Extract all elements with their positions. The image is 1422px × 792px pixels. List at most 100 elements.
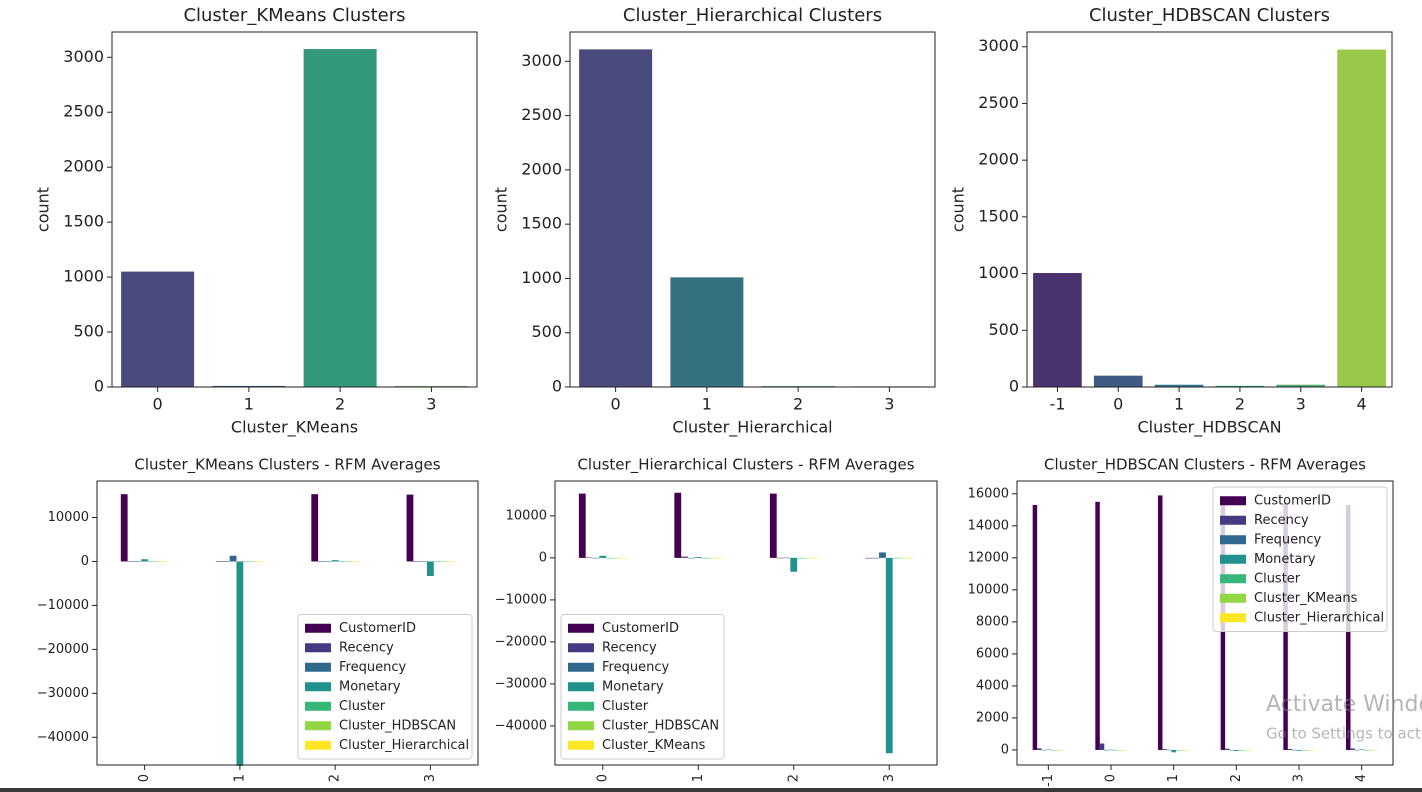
bar [1093, 375, 1143, 387]
y-tick-label: 2000 [978, 150, 1019, 169]
bar [619, 557, 627, 559]
legend-swatch [305, 682, 331, 692]
bar [1037, 748, 1042, 750]
x-tick-label: -1 [1041, 774, 1056, 787]
bar [406, 494, 414, 562]
bar [872, 557, 880, 559]
legend-box [560, 614, 725, 760]
y-tick-label: 14000 [968, 518, 1009, 533]
bar [592, 557, 600, 559]
y-tick-label: 0 [1009, 377, 1019, 396]
y-tick-label: 4000 [976, 678, 1009, 693]
y-tick-label: −10000 [495, 592, 547, 607]
y-tick-label: 0 [81, 554, 89, 569]
y-tick-label: 6000 [976, 646, 1009, 661]
bar [1368, 749, 1373, 751]
bar [212, 385, 286, 387]
legend-label: Cluster_KMeans [602, 738, 706, 753]
bar [1276, 384, 1326, 387]
x-tick-label: -1 [1049, 395, 1065, 414]
y-tick-label: 1500 [978, 206, 1019, 225]
bar [1247, 749, 1252, 751]
bar [715, 557, 723, 559]
bar [1372, 749, 1378, 751]
bar [1032, 505, 1038, 750]
y-tick-label: 500 [73, 322, 104, 341]
y-tick-label: −30000 [495, 676, 547, 691]
bar [352, 561, 359, 562]
bar [426, 561, 434, 576]
bar [670, 277, 744, 387]
bar [1166, 749, 1172, 751]
x-tick-label: 1 [244, 395, 254, 414]
legend-swatch [1220, 515, 1246, 525]
bar [1046, 749, 1051, 750]
plot-frame [111, 31, 478, 388]
legend-swatch [305, 701, 331, 711]
x-tick-label: 3 [1296, 395, 1306, 414]
x-tick-label: 3 [1292, 774, 1307, 782]
y-tick-label: 1000 [978, 263, 1019, 282]
bar [1350, 748, 1355, 750]
bar [1171, 749, 1176, 753]
bar [810, 557, 818, 559]
y-tick-label: 16000 [968, 486, 1009, 501]
bar [243, 561, 251, 562]
legend-label: Cluster_HDBSCAN [339, 718, 456, 733]
bar [1337, 49, 1386, 388]
bar [1305, 749, 1311, 751]
bar [1238, 749, 1244, 751]
legend-label: Monetary [339, 679, 401, 694]
bar [688, 557, 695, 559]
bar [222, 561, 230, 562]
y-tick-label: 2000 [521, 159, 562, 178]
y-tick-label: 2500 [521, 105, 562, 124]
legend-label: Recency [602, 640, 657, 655]
bar [440, 561, 448, 562]
bar [1113, 749, 1118, 751]
legend-swatch [568, 623, 594, 633]
y-axis-label: count [949, 187, 968, 232]
bar [120, 494, 128, 562]
y-tick-label: 10000 [48, 510, 89, 525]
bar [899, 557, 907, 559]
x-tick-label: 0 [153, 395, 163, 414]
legend-label: CustomerID [1254, 493, 1331, 508]
legend-swatch [1220, 535, 1246, 545]
chart-title: Cluster_HDBSCAN Clusters - RFM Averages [1044, 456, 1366, 475]
bar [216, 561, 223, 562]
legend-swatch [568, 682, 594, 692]
bar [1050, 749, 1056, 751]
x-tick-label: 0 [611, 395, 621, 414]
y-tick-label: 2000 [976, 710, 1009, 725]
chart-title: Cluster_Hierarchical Clusters - RFM Aver… [577, 456, 914, 475]
y-tick-label: 2000 [63, 157, 104, 176]
bar [783, 557, 791, 559]
bar [256, 561, 264, 562]
x-tick-label: 3 [882, 774, 897, 782]
bar [694, 557, 702, 558]
legend-swatch [1220, 554, 1246, 564]
y-tick-label: 3000 [63, 47, 104, 66]
bar [885, 557, 893, 754]
legend-label: Cluster [339, 699, 386, 714]
y-tick-label: 500 [988, 320, 1019, 339]
y-tick-label: 2500 [63, 102, 104, 121]
bar [134, 561, 142, 562]
legend-swatch [305, 643, 331, 653]
bar [1108, 749, 1114, 751]
legend-swatch [305, 662, 331, 672]
legend-swatch [305, 721, 331, 731]
legend-swatch [568, 701, 594, 711]
y-tick-label: 1000 [63, 267, 104, 286]
y-tick-label: 0 [539, 550, 547, 565]
legend-label: Frequency [339, 660, 406, 675]
legend-label: CustomerID [339, 621, 416, 636]
x-tick-label: 3 [884, 395, 894, 414]
y-tick-label: 12000 [968, 550, 1009, 565]
legend-label: Cluster_Hierarchical [1254, 610, 1384, 625]
watermark-subtitle: Go to Settings to activate Windows. [1266, 725, 1422, 743]
bar [708, 557, 716, 559]
